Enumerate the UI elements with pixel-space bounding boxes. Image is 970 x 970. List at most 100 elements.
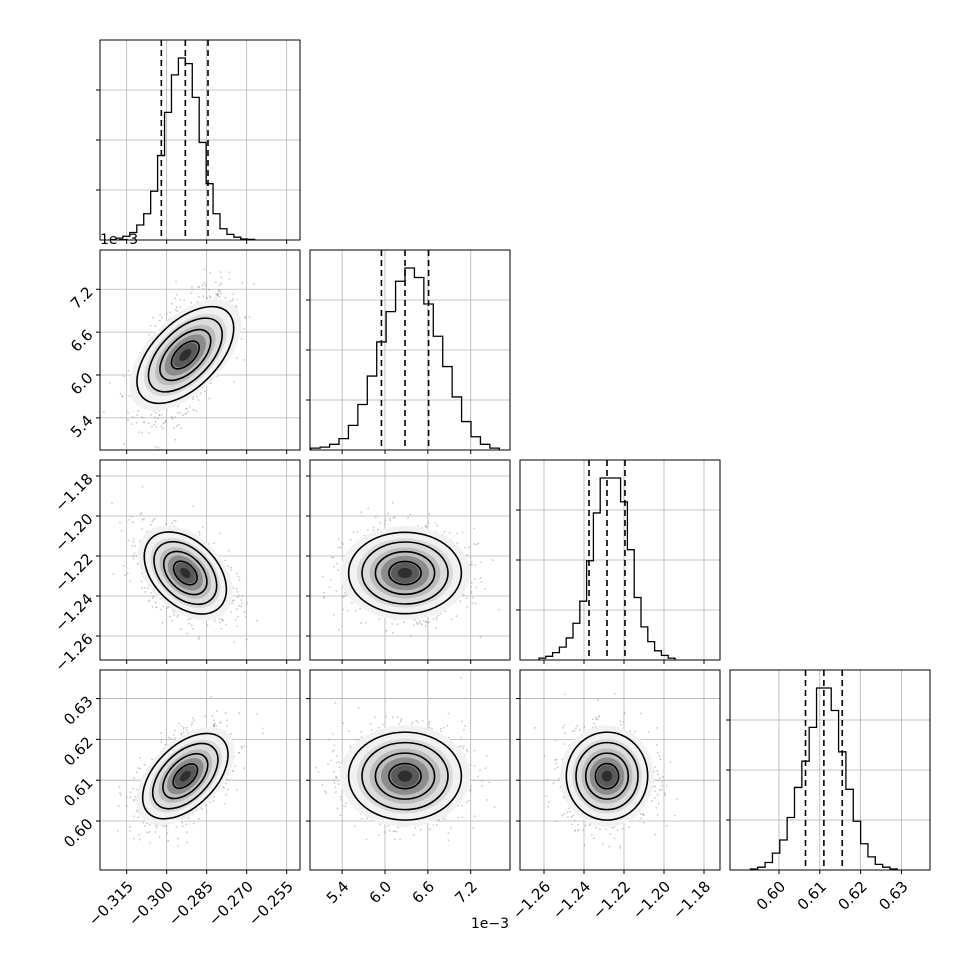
scatter-point — [129, 580, 132, 582]
scatter-point — [219, 284, 221, 286]
scatter-point — [409, 513, 412, 516]
scatter-point — [415, 621, 418, 624]
scatter-point — [175, 280, 177, 283]
scatter-point — [219, 721, 222, 723]
scatter-point — [435, 618, 438, 621]
scatter-point — [171, 619, 174, 622]
scatter-point — [484, 588, 487, 590]
scatter-point — [150, 592, 152, 594]
scatter-point — [225, 623, 227, 626]
scatter-point — [154, 421, 157, 423]
scatter-point — [479, 636, 482, 639]
contour-line — [162, 550, 208, 596]
scatter-point — [243, 611, 246, 614]
scatter-point — [176, 310, 179, 312]
scatter-point — [128, 519, 131, 521]
scatter-point — [141, 518, 144, 521]
scatter-point — [186, 841, 188, 844]
scatter-point — [180, 725, 183, 727]
scatter-point — [135, 555, 138, 557]
scatter-point — [175, 825, 178, 828]
scatter-point — [351, 602, 353, 604]
scatter-point — [372, 526, 375, 529]
scatter-point — [238, 605, 241, 607]
scatter-point — [183, 299, 186, 302]
scatter-point — [103, 411, 105, 413]
scatter-point — [193, 822, 195, 825]
scatter-point — [139, 767, 142, 770]
scatter-point — [190, 624, 193, 627]
scatter-point — [173, 614, 176, 616]
scatter-point — [173, 519, 176, 522]
panel-frame — [519, 459, 721, 661]
scatter-point — [219, 621, 222, 624]
scatter-point — [417, 525, 419, 527]
scatter-point — [155, 827, 158, 829]
scatter-point — [477, 542, 479, 545]
scatter-point — [111, 502, 113, 505]
panel-1-0 — [96, 250, 300, 454]
scatter-point — [475, 586, 478, 589]
scatter-point — [154, 517, 156, 520]
scatter-point — [136, 421, 138, 424]
scatter-point — [128, 394, 131, 397]
scatter-point — [220, 628, 223, 630]
scatter-point — [152, 316, 155, 319]
contour-line — [159, 328, 212, 382]
scatter-point — [127, 419, 129, 421]
scatter-point — [215, 297, 217, 299]
scatter-point — [136, 414, 139, 417]
scatter-point — [425, 526, 428, 528]
scatter-point — [344, 591, 346, 594]
scatter-point — [456, 532, 458, 535]
scatter-point — [227, 565, 230, 568]
scatter-point — [178, 722, 181, 725]
scatter-point — [148, 599, 151, 601]
scatter-point — [376, 528, 379, 531]
scatter-point — [191, 717, 194, 719]
scatter-point — [391, 622, 394, 625]
scatter-point — [232, 293, 235, 296]
scatter-point — [151, 426, 153, 428]
scatter-point — [226, 788, 229, 791]
scatter-point — [402, 621, 405, 624]
histogram-3 — [749, 687, 898, 870]
panel-content — [111, 485, 258, 643]
scatter-point — [126, 572, 129, 575]
scatter-point — [140, 511, 143, 514]
scatter-point — [233, 380, 235, 383]
scatter-point — [236, 591, 239, 593]
scatter-point — [356, 530, 359, 533]
scatter-point — [180, 427, 183, 430]
scatter-point — [174, 309, 177, 311]
scatter-point — [236, 356, 238, 359]
scatter-point — [385, 629, 388, 632]
scatter-point — [236, 625, 239, 628]
scatter-point — [170, 302, 173, 305]
scatter-point — [127, 369, 130, 372]
scatter-point — [168, 615, 171, 618]
scatter-point — [227, 549, 230, 552]
scatter-point — [218, 295, 221, 298]
scatter-point — [330, 578, 332, 581]
scatter-point — [202, 526, 204, 528]
density-fill — [397, 567, 413, 579]
scatter-point — [235, 587, 238, 590]
scatter-point — [192, 505, 195, 508]
scatter-point — [480, 581, 483, 583]
scatter-point — [232, 587, 235, 589]
panel-2-1 — [306, 460, 510, 664]
scatter-point — [360, 622, 363, 624]
scatter-point — [151, 520, 154, 523]
scatter-point — [127, 411, 130, 414]
scatter-point — [321, 575, 324, 578]
scatter-point — [332, 565, 335, 568]
scatter-point — [179, 411, 182, 414]
scatter-point — [466, 554, 468, 556]
scatter-point — [141, 587, 143, 589]
scatter-point — [192, 398, 194, 401]
scatter-point — [352, 531, 355, 534]
scatter-point — [396, 623, 399, 625]
panel-3-0 — [96, 670, 300, 874]
